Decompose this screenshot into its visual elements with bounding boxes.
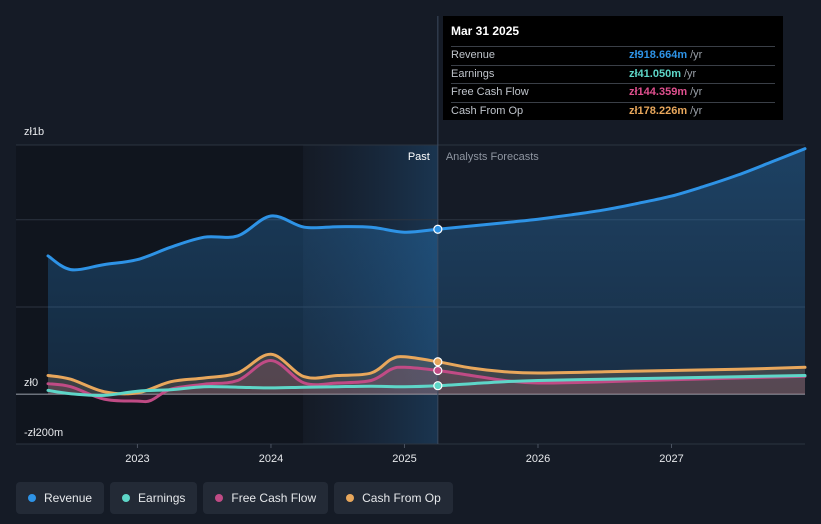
y-axis-labels: zł1b zł0 -zł200m [24, 126, 63, 439]
cash-from-op-marker [433, 357, 443, 367]
series-lines [46, 147, 807, 404]
tooltip-value: zł178.226m [629, 104, 688, 117]
legend-label: Cash From Op [362, 491, 441, 505]
forecast-label: Analysts Forecasts [446, 151, 539, 163]
revenue-area [48, 148, 805, 395]
y-tick-label: zł0 [24, 377, 38, 389]
legend-item-cash-from-op[interactable]: Cash From Op [334, 482, 453, 514]
tooltip-row-free-cash-flow: Free Cash Flow zł144.359m /yr [451, 83, 775, 102]
legend-dot-icon [346, 494, 355, 502]
tooltip-date: Mar 31 2025 [451, 24, 520, 38]
tooltip-unit: /yr [690, 49, 703, 61]
tooltip-unit: /yr [690, 104, 703, 117]
tooltip-value: zł918.664m [629, 49, 688, 61]
tooltip-row-cash-from-op: Cash From Op zł178.226m /yr [451, 101, 775, 121]
series-areas [48, 148, 805, 402]
tooltip-label: Free Cash Flow [451, 86, 529, 98]
tooltip-value: zł144.359m [629, 86, 688, 98]
legend-dot-icon [215, 494, 224, 502]
tooltip: Mar 31 2025 Revenue zł918.664m /yr Earni… [443, 16, 783, 120]
tooltip-label: Earnings [451, 67, 495, 80]
legend-item-earnings[interactable]: Earnings [110, 482, 198, 514]
x-tick-label: 2024 [259, 453, 283, 465]
cash-from-op-area [48, 354, 805, 395]
free-cash-flow-marker [433, 365, 443, 376]
x-tick-label: 2023 [125, 453, 149, 465]
legend-label: Revenue [44, 491, 93, 505]
y-tick-label: zł1b [24, 126, 44, 138]
legend-item-revenue[interactable]: Revenue [16, 482, 105, 514]
earnings-marker [433, 381, 443, 391]
tooltip-unit: /yr [683, 67, 697, 80]
revenue-marker [433, 224, 443, 234]
tooltip-row-earnings: Earnings zł41.050m /yr [451, 64, 775, 84]
x-tick-label: 2026 [526, 453, 550, 465]
free-cash-flow-area [48, 360, 805, 402]
legend-dot-icon [28, 494, 36, 502]
legend-label: Earnings [138, 491, 186, 505]
legend-label: Free Cash Flow [231, 491, 317, 505]
y-tick-label: -zł200m [24, 427, 63, 439]
x-tick-label: 2025 [392, 453, 416, 465]
x-tick-label: 2027 [659, 453, 683, 465]
free-cash-flow-line [46, 358, 807, 404]
tooltip-label: Cash From Op [451, 104, 524, 117]
legend-item-free-cash-flow[interactable]: Free Cash Flow [203, 482, 329, 514]
earnings-line [46, 374, 807, 397]
x-axis-labels: 2023 2024 2025 2026 2027 [125, 444, 684, 465]
legend: Revenue Earnings Free Cash Flow Cash Fro… [16, 482, 453, 514]
tooltip-value: zł41.050m [629, 67, 681, 80]
tooltip-label: Revenue [451, 49, 496, 61]
legend-dot-icon [122, 494, 131, 502]
tooltip-row-revenue: Revenue zł918.664m /yr [451, 46, 775, 65]
revenue-line [46, 147, 807, 272]
past-label: Past [408, 151, 430, 163]
tooltip-unit: /yr [690, 86, 703, 98]
tooltip-markers [433, 224, 443, 391]
